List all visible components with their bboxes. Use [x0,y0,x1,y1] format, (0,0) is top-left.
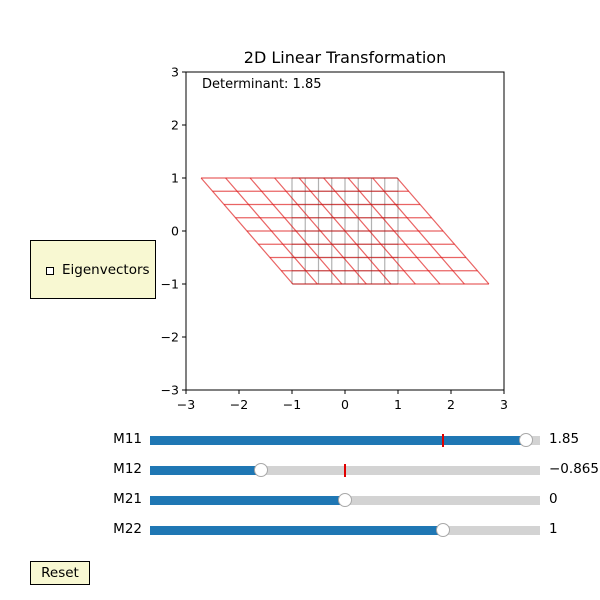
transformed-grid [200,177,490,285]
x-tick-label: 0 [341,397,349,412]
slider-fill [150,496,345,505]
y-tick-label: 1 [171,171,179,186]
slider-track[interactable] [150,523,540,537]
eigenvectors-panel: Eigenvectors [30,240,156,299]
transformed-grid-line [347,177,441,285]
slider-track[interactable] [150,493,540,507]
slider-label: M12 [113,461,142,477]
y-tick-label: −3 [161,383,179,398]
x-tick-label: −2 [230,397,248,412]
slider-initial-marker [441,434,444,447]
x-axis-ticks: −3 −2 −1 0 1 2 3 [177,390,508,412]
slider-value: 0 [549,491,558,507]
slider-initial-marker [344,464,346,477]
slider-fill [150,436,526,445]
eigenvectors-checkbox[interactable] [46,267,54,275]
transformed-grid-line [372,177,465,285]
slider-track[interactable] [150,463,540,477]
x-tick-label: 2 [447,397,455,412]
transformation-plot: −3 −2 −1 0 1 2 3 3 2 1 0 −1 −2 −3 Determinant: 1.85 [161,65,508,413]
reset-button[interactable]: Reset [30,561,90,585]
slider-track[interactable] [150,433,540,447]
slider-handle[interactable] [518,433,533,447]
slider-m21: M21 0 [0,490,600,510]
transformed-grid-line [396,177,490,285]
x-tick-label: 1 [394,397,402,412]
eigenvectors-label: Eigenvectors [62,262,150,278]
slider-m12: M12 −0.865 [0,460,600,480]
x-tick-label: 3 [500,397,508,412]
y-tick-label: 2 [171,118,179,133]
slider-value: 1.85 [549,431,580,447]
slider-value: −0.865 [549,461,599,477]
slider-fill [150,526,443,535]
slider-handle[interactable] [254,463,269,477]
slider-fill [150,466,262,475]
slider-label: M22 [113,521,142,537]
y-tick-label: −1 [161,277,179,292]
y-tick-label: 0 [171,224,179,239]
slider-handle[interactable] [338,493,352,507]
slider-label: M11 [113,431,142,447]
slider-handle[interactable] [435,523,450,537]
y-tick-label: 3 [171,65,179,80]
slider-m11: M11 1.85 [0,430,600,450]
slider-m22: M22 1 [0,520,600,540]
slider-value: 1 [549,521,558,537]
determinant-label: Determinant: 1.85 [202,77,322,92]
transformed-grid-line [323,177,416,285]
x-tick-label: −3 [177,397,195,412]
slider-label: M21 [113,491,142,507]
y-axis-ticks: 3 2 1 0 −1 −2 −3 [161,65,186,398]
y-tick-label: −2 [161,330,179,345]
x-tick-label: −1 [283,397,301,412]
plot-title: 2D Linear Transformation [243,48,447,67]
